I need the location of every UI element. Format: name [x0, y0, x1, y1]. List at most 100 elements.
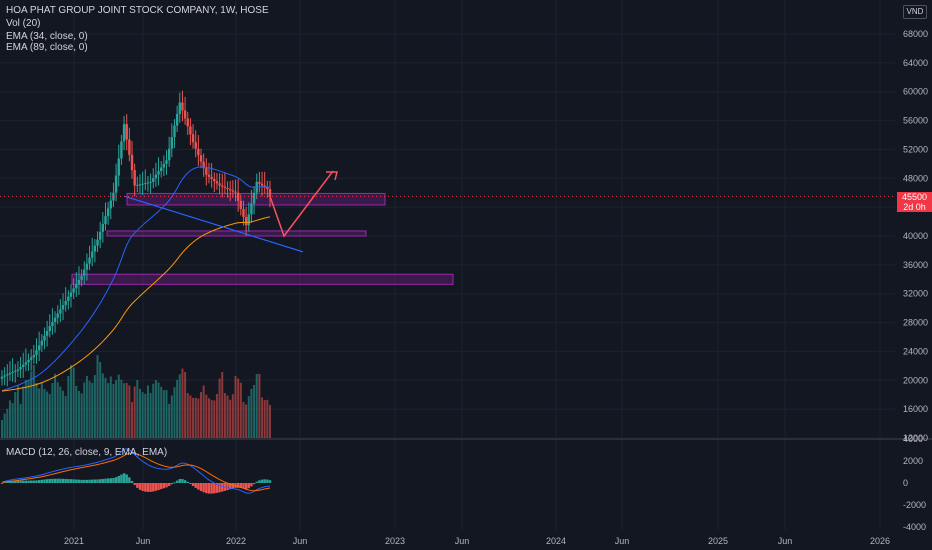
last-price-tag: 45500 2d 0h	[897, 192, 932, 212]
candle-body	[43, 335, 46, 341]
macd-histogram-bar	[236, 483, 240, 488]
volume-bar	[263, 400, 266, 438]
volume-bar	[184, 372, 187, 438]
macd-histogram-bar	[96, 479, 99, 483]
macd-tick-label: -4000	[903, 522, 926, 532]
volume-bar	[91, 382, 94, 438]
volume-bar	[115, 380, 118, 438]
macd-histogram-bar	[189, 483, 192, 484]
macd-histogram-bar	[199, 483, 203, 492]
candle-body	[141, 183, 144, 185]
volume-bar	[160, 386, 163, 438]
volume-bar	[62, 390, 65, 438]
macd-histogram-bar	[242, 483, 245, 489]
candle-body	[231, 190, 235, 192]
currency-badge[interactable]: VND	[903, 5, 927, 19]
volume-bar	[48, 394, 51, 438]
volume-bar	[107, 383, 110, 438]
volume-bars	[1, 355, 271, 438]
macd-histogram-bar	[250, 483, 253, 487]
candle-body	[106, 208, 110, 217]
candlesticks	[0, 90, 272, 387]
macd-histogram-bar	[218, 483, 221, 493]
volume-bar	[77, 391, 80, 438]
volume-bar	[162, 390, 165, 438]
candle-body	[11, 371, 14, 374]
macd-histogram-bar	[133, 483, 136, 486]
volume-bar	[1, 420, 3, 438]
price-tick-label: 20000	[903, 375, 928, 385]
candle-body	[154, 174, 158, 179]
volume-bar	[221, 372, 224, 438]
macd-histogram-bar	[11, 480, 14, 483]
macd-tick-label: 2000	[903, 456, 923, 466]
volume-legend[interactable]: Vol (20)	[6, 18, 41, 29]
macd-histogram-bar	[239, 483, 243, 489]
candle-body	[72, 288, 75, 293]
support-zone	[126, 192, 386, 206]
candle-body	[56, 313, 59, 318]
macd-histogram-bar	[125, 474, 128, 483]
time-tick-label: 2024	[546, 536, 566, 546]
volume-bar	[237, 378, 240, 438]
volume-bar	[258, 373, 261, 438]
candle-body	[98, 231, 102, 240]
macd-histogram-bar	[91, 479, 94, 483]
candle-body	[32, 355, 36, 358]
volume-bar	[269, 405, 271, 438]
volume-bar	[197, 398, 200, 438]
volume-bar	[215, 394, 218, 438]
candle-body	[186, 118, 189, 127]
ema89-legend[interactable]: EMA (89, close, 0)	[6, 42, 88, 53]
support-zones	[71, 192, 454, 285]
volume-bar	[178, 374, 181, 438]
volume-bar	[154, 380, 157, 438]
candle-body	[122, 124, 126, 142]
price-tick-label: 24000	[903, 346, 928, 356]
candle-body	[189, 126, 192, 135]
macd-histogram-bar	[67, 479, 70, 483]
macd-histogram-bar	[244, 483, 248, 490]
macd-histogram-bar	[186, 481, 189, 483]
macd-tick-label: 4000	[903, 434, 923, 444]
candle-body	[8, 373, 12, 375]
volume-bar	[242, 402, 245, 438]
macd-tick-label: -2000	[903, 500, 926, 510]
volume-bar	[157, 382, 160, 438]
volume-bar	[146, 385, 149, 438]
candle-body	[83, 269, 86, 276]
macd-histogram-bar	[64, 478, 67, 483]
macd-histogram-bar	[122, 473, 126, 483]
macd-histogram-bar	[266, 479, 269, 483]
volume-bar	[247, 396, 250, 438]
volume-bar	[181, 368, 184, 438]
volume-bar	[22, 386, 25, 438]
candle-body	[85, 263, 89, 270]
macd-histogram-bar	[152, 483, 155, 492]
ema34-legend[interactable]: EMA (34, close, 0)	[6, 31, 88, 42]
candle-body	[268, 189, 272, 197]
macd-legend[interactable]: MACD (12, 26, close, 9, EMA, EMA)	[6, 447, 168, 458]
candle-body	[59, 309, 62, 314]
candle-body	[157, 171, 160, 175]
candle-body	[207, 174, 211, 177]
candle-body	[242, 208, 245, 218]
macd-histogram-bar	[98, 479, 102, 483]
macd-histogram-bar	[136, 483, 139, 488]
price-tick-label: 68000	[903, 29, 928, 39]
volume-bar	[149, 393, 152, 438]
candle-body	[144, 183, 147, 185]
candle-body	[236, 192, 240, 201]
candle-body	[136, 184, 139, 186]
price-tick-label: 28000	[903, 318, 928, 328]
candle-body	[53, 317, 57, 322]
macd-histogram-bar	[43, 479, 46, 483]
candle-body	[183, 110, 187, 119]
ema89-line	[1, 216, 271, 392]
macd-histogram-bar	[32, 480, 36, 483]
macd-histogram-bar	[231, 483, 235, 489]
candle-body	[199, 155, 203, 162]
candle-body	[226, 187, 229, 190]
macd-histogram-bar	[207, 483, 211, 494]
